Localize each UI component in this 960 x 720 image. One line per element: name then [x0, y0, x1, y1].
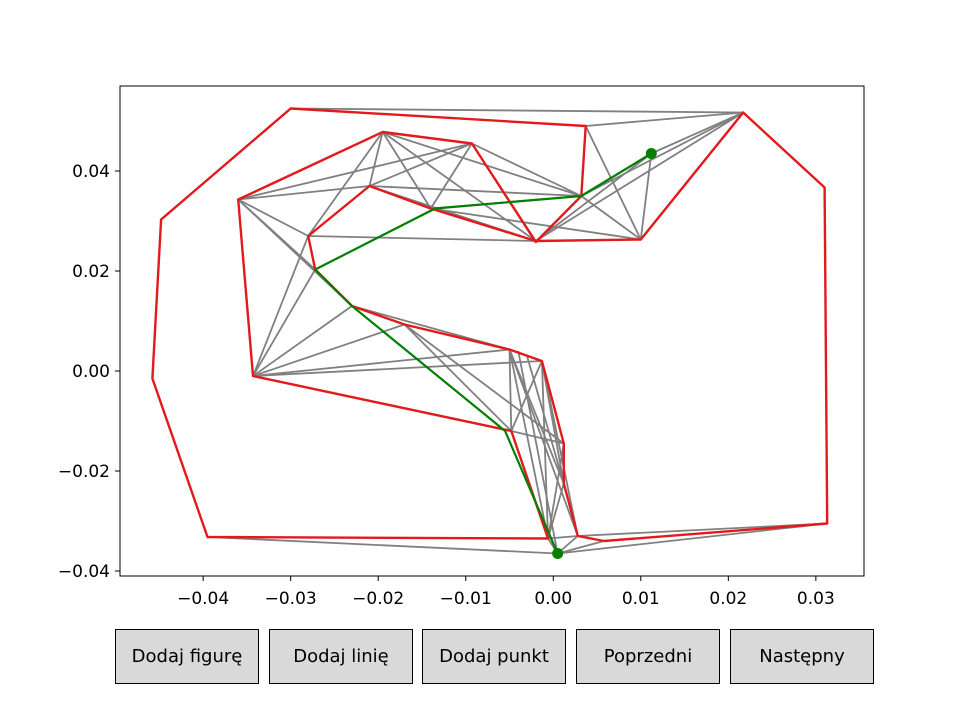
x-tick-label: 0.03 [797, 589, 835, 609]
triangulation-edge [547, 443, 565, 539]
x-tick-label: −0.02 [352, 589, 404, 609]
y-tick-label: 0.00 [72, 362, 110, 382]
y-tick-label: −0.02 [58, 462, 110, 482]
triangulation-edge [547, 535, 578, 540]
triangulation-edge [252, 269, 316, 377]
end-point [552, 548, 564, 559]
triangulation-edge [650, 111, 744, 155]
x-tick-label: −0.04 [177, 589, 229, 609]
triangulation-edge [557, 540, 605, 555]
triangulation-edge [585, 111, 744, 127]
add-figure-button[interactable]: Dodaj figurę [115, 629, 259, 684]
x-tick-label: −0.01 [440, 589, 492, 609]
triangulation-edge [308, 235, 536, 242]
x-tick-label: 0.00 [534, 589, 572, 609]
path-layer [314, 152, 652, 554]
triangulation-edge [557, 522, 828, 555]
triangulation-edge [403, 323, 512, 432]
triangulation-edge [508, 349, 579, 537]
triangulation-edge [382, 131, 582, 197]
triangulation-edge [368, 131, 384, 187]
triangulation-edge [238, 185, 370, 201]
polygon-layer [151, 107, 829, 543]
next-button[interactable]: Następny [730, 629, 874, 684]
previous-button[interactable]: Poprzedni [576, 629, 720, 684]
triangulation-edge [237, 142, 473, 201]
triangulation-edge [252, 235, 310, 377]
triangulation-edge [639, 153, 653, 240]
start-point [645, 148, 657, 159]
triangulation-edge [290, 107, 744, 114]
x-tick-label: −0.03 [265, 589, 317, 609]
triangulation-edge [430, 207, 641, 241]
x-axis: −0.04 −0.03 −0.02 −0.01 0.00 0.01 0.02 0.03 [177, 576, 835, 609]
endpoint-layer [552, 148, 657, 559]
triangulation-edge [252, 348, 510, 377]
triangulation-edge [307, 131, 384, 237]
add-point-button[interactable]: Dodaj punkt [422, 629, 566, 684]
y-tick-label: 0.02 [72, 262, 110, 282]
triangulation-edge [526, 355, 565, 484]
triangulation-edge [382, 131, 537, 242]
triangulation-edge [580, 195, 642, 241]
triangulation-edge [511, 430, 564, 445]
triangulation-edge [508, 349, 549, 539]
triangulation-edge [237, 198, 309, 237]
triangulation-edge [547, 483, 565, 539]
y-tick-label: 0.04 [72, 162, 110, 182]
add-line-button[interactable]: Dodaj linię [269, 629, 413, 684]
triangulation-edge [252, 305, 353, 377]
outer-polygon [151, 107, 587, 540]
triangulation-edge [369, 185, 582, 197]
x-tick-label: 0.02 [709, 589, 747, 609]
triangulation-edge [535, 111, 744, 242]
triangulation-edge [369, 142, 473, 187]
triangulation-edge [471, 142, 582, 197]
x-tick-label: 0.01 [622, 589, 660, 609]
triangulation-edge [207, 536, 558, 555]
triangulation-edge [580, 111, 744, 197]
triangulation-edge [429, 143, 473, 209]
triangulation-edge [252, 360, 542, 377]
inner-polygon [307, 111, 829, 543]
y-axis: −0.04 −0.02 0.00 0.02 0.04 [58, 162, 120, 582]
shortest-path-line [314, 152, 652, 554]
triangulation-edge [508, 349, 513, 432]
triangulation-edge [540, 360, 549, 539]
y-tick-label: −0.04 [58, 562, 110, 582]
triangulation-edge [252, 323, 405, 377]
